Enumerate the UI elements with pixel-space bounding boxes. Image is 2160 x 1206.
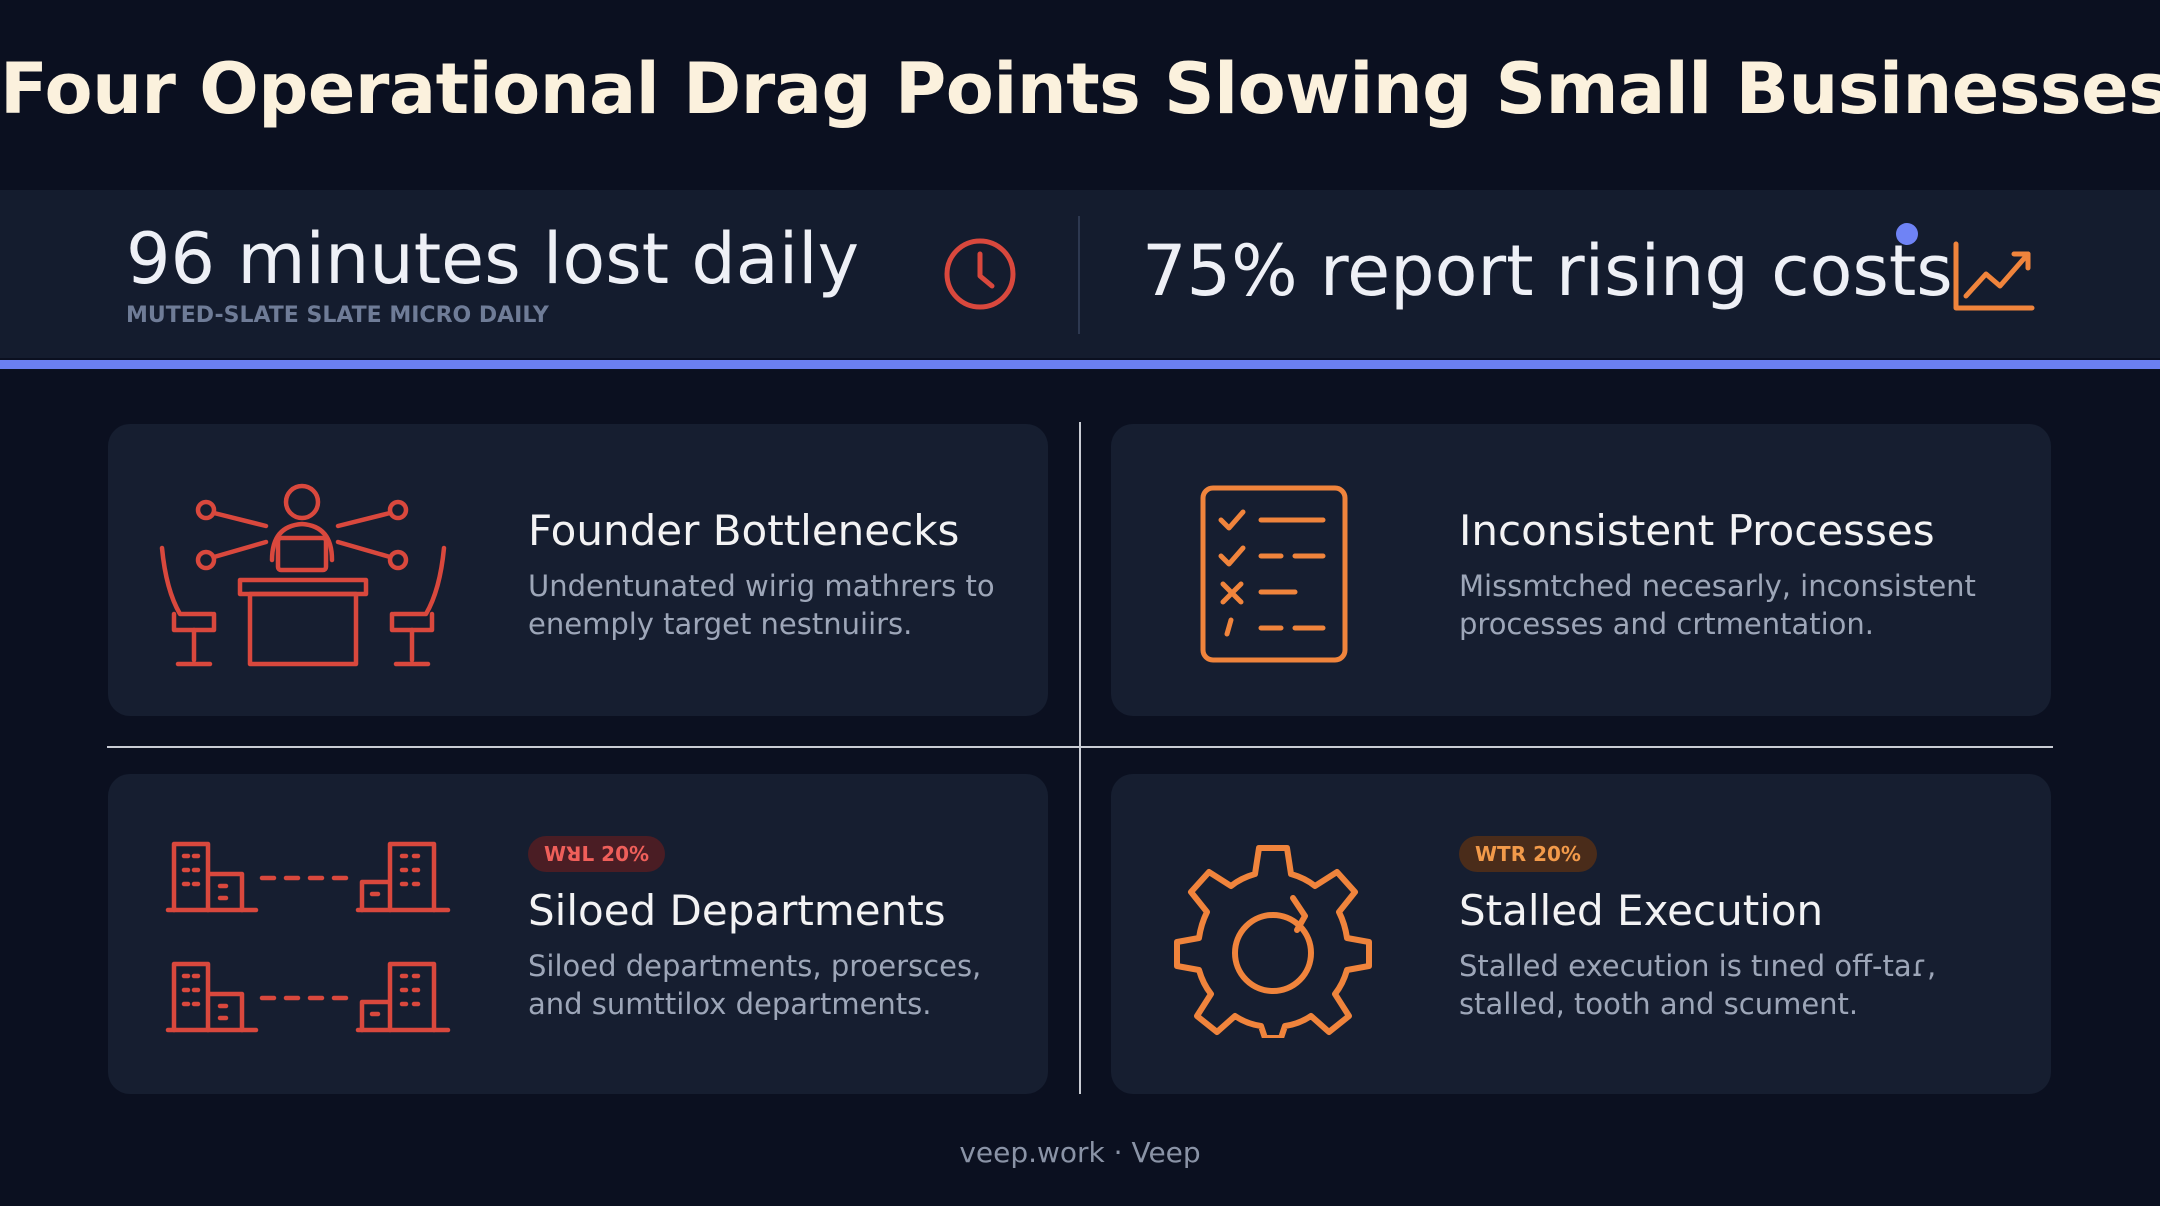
page-title: Four Operational Drag Points Slowing Sma… — [0, 48, 2160, 130]
trend-up-chart-icon — [1953, 241, 2035, 311]
stats-band — [0, 190, 2160, 358]
founder-desk-network-icon — [159, 483, 447, 667]
stat-divider — [1078, 216, 1080, 334]
siloed-buildings-icon — [165, 841, 451, 1033]
stat-rising-costs: 75% report rising costs — [1142, 230, 1953, 312]
card-description-line: processes and crtmentation. — [1459, 607, 1875, 641]
card-inconsistent-processes: Inconsistent Processes Missmtched necesa… — [1111, 424, 2051, 716]
card-stalled-execution: WTR 20% Stalled Execution Stalled execut… — [1111, 774, 2051, 1094]
checklist-icon — [1200, 485, 1348, 663]
broken-gear-icon — [1174, 845, 1372, 1038]
card-description-line: stalled, tooth and scument. — [1459, 987, 1859, 1021]
card-title: Stalled Execution — [1459, 886, 1824, 935]
indicator-dot — [1896, 223, 1918, 245]
card-title: Founder Bottlenecks — [528, 506, 960, 555]
grid-horizontal-divider — [107, 746, 2053, 748]
card-title: Siloed Departments — [528, 886, 946, 935]
card-description-line: Stalled execution is tıned off-taɾ, — [1459, 949, 1937, 983]
card-description-line: and sumttilox departments. — [528, 987, 932, 1021]
card-description-line: Undentunated wirig mathrers to — [528, 569, 995, 603]
accent-line — [0, 360, 2160, 369]
card-description-line: enemply target nestnuiirs. — [528, 607, 913, 641]
stat-minutes-sublabel: MUTED-SLATE SLATE MICRO DAILY — [126, 303, 549, 328]
status-badge: WꓤL 20% — [528, 836, 666, 872]
card-description-line: Siloed departments, proersces, — [528, 949, 982, 983]
card-founder-bottlenecks: Founder Bottlenecks Undentunated wirig m… — [108, 424, 1048, 716]
footer-credit: veep.work · Veep — [959, 1136, 1201, 1169]
grid-vertical-divider — [1079, 422, 1081, 1094]
status-badge: WTR 20% — [1459, 836, 1597, 872]
card-description-line: Missmtched necesarly, inconsistent — [1459, 569, 1976, 603]
stat-minutes-lost: 96 minutes lost daily — [126, 218, 860, 300]
clock-icon — [944, 238, 1016, 310]
card-siloed-departments: WꓤL 20% Siloed Departments Siloed depart… — [108, 774, 1048, 1094]
card-title: Inconsistent Processes — [1459, 506, 1935, 555]
